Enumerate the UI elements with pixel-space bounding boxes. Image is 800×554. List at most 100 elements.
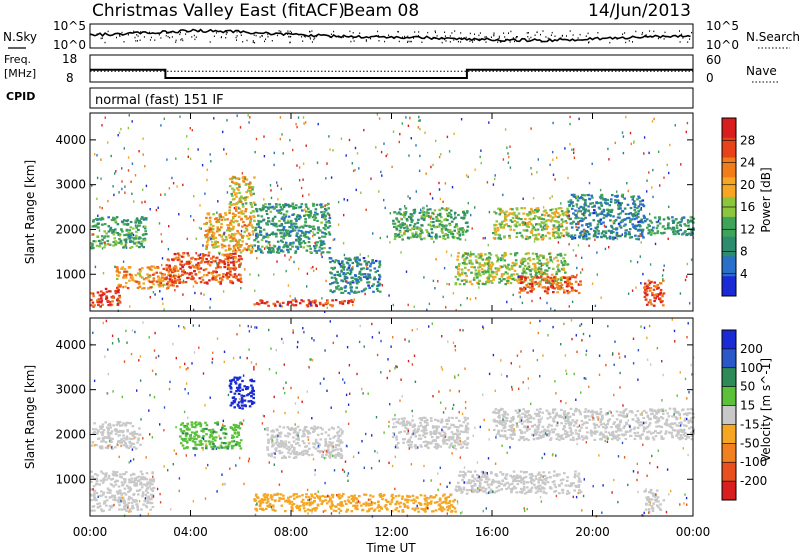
- cbar-swatch-2: [722, 157, 736, 178]
- nsky-strip: N.Sky 10^5 10^0 10^5 10^0 N.Search: [3, 19, 800, 52]
- xtick-label-5: 20:00: [575, 525, 610, 539]
- heat-region-5: [228, 175, 256, 214]
- velocity-y-axis: 1000 2000 3000 4000: [55, 338, 693, 486]
- freq-series: [90, 68, 693, 79]
- cbar-tick-label-1: 8: [740, 245, 748, 259]
- cbar-swatch-1: [722, 137, 736, 159]
- cbar-swatch-0: [722, 118, 736, 139]
- heat-region-5: [266, 425, 344, 460]
- cpid-label: CPID: [6, 90, 35, 103]
- heat-region-6: [391, 416, 470, 450]
- cbar-tick-label-5: 24: [740, 156, 755, 170]
- cbar-swatch-7: [722, 256, 736, 277]
- cbar-tick-label-2: 12: [740, 222, 755, 236]
- cbar-swatch-2: [722, 367, 736, 388]
- heat-region-7: [253, 202, 332, 254]
- freq-tick-bottom: 8: [66, 71, 74, 85]
- power-heatmap: [90, 113, 696, 313]
- cbar-swatch-0: [722, 330, 736, 350]
- cbar-swatch-1: [722, 348, 736, 369]
- heat-region-14: [642, 279, 666, 307]
- cbar-swatch-8: [722, 276, 736, 297]
- cbar-tick-label-0: 4: [740, 267, 748, 281]
- heat-region-1: [90, 216, 148, 250]
- ytick-label-3: 4000: [55, 133, 86, 147]
- cbar-tick-label-7: -200: [740, 474, 767, 488]
- cbar-swatch-7: [722, 462, 736, 482]
- xtick-label-1: 04:00: [173, 525, 208, 539]
- heat-region-1: [91, 421, 142, 450]
- beam-label: Beam 08: [343, 1, 419, 21]
- velocity-colorbar: 200 100 50 15 -15 -50 -100 -200: [721, 329, 767, 501]
- nsky-tick-top: 10^5: [53, 19, 86, 33]
- cbar-swatch-6: [722, 443, 736, 463]
- cbar-tick-label-4: -15: [740, 417, 760, 431]
- date-label: 14/Jun/2013: [588, 1, 691, 21]
- heat-region-0: [90, 470, 156, 513]
- cbar-tick-label-3: 15: [740, 399, 755, 413]
- cbar-tick-label-2: 50: [740, 380, 755, 394]
- cpid-mode: normal (fast) 151 IF: [95, 93, 224, 108]
- freq-strip: Freq. [MHz] 18 8 60 0 Nave: [4, 52, 778, 85]
- power-colorbar: 4 8 12 16 20 24 28: [721, 117, 755, 297]
- xtick-label-4: 16:00: [475, 525, 510, 539]
- velocity-panel: 1000 2000 3000 4000 Slant Range [km] 200 100…: [23, 317, 773, 518]
- ytick-label-0: 1000: [55, 267, 86, 281]
- cbar-tick-label-4: 20: [740, 178, 755, 192]
- power-ylabel: Slant Range [km]: [23, 160, 37, 264]
- nsky-label: N.Sky: [3, 30, 37, 44]
- cbar-swatch-4: [722, 405, 736, 425]
- heat-region-12: [517, 274, 583, 295]
- scatter-noise: [90, 318, 695, 518]
- cbar-tick-label-0: 200: [740, 342, 763, 356]
- nsky-tick-bottom: 10^0: [53, 38, 86, 52]
- heat-region-7: [454, 470, 583, 495]
- cpid-strip: CPID normal (fast) 151 IF: [6, 87, 694, 109]
- ytick-label-2: 3000: [55, 383, 86, 397]
- ytick-label-1: 2000: [55, 222, 86, 236]
- nsearch-tick-bottom: 10^0: [706, 38, 739, 52]
- power-panel: 1000 2000 3000 4000 Slant Range [km] 4 8 12 16…: [23, 112, 773, 313]
- cbar-swatch-3: [722, 177, 736, 198]
- nave-tick-bottom: 0: [706, 71, 714, 85]
- velocity-heatmap: [90, 318, 695, 518]
- scatter-noise: [91, 113, 695, 313]
- xtick-label-6: 00:00: [676, 525, 711, 539]
- power-y-axis: 1000 2000 3000 4000: [55, 133, 693, 281]
- cbar-tick-label-6: -100: [740, 455, 767, 469]
- nsky-series: [89, 28, 691, 43]
- cbar-swatch-6: [722, 236, 736, 257]
- cbar-swatch-5: [722, 216, 736, 238]
- freq-tick-top: 18: [62, 52, 77, 66]
- plot-title: Christmas Valley East (fitACF): [92, 1, 345, 21]
- freq-unit-label: [MHz]: [4, 67, 36, 80]
- velocity-cbar-label: Velocity [m s^-1]: [759, 358, 773, 462]
- heat-region-3: [165, 252, 243, 285]
- heat-region-3: [228, 376, 256, 410]
- time-axis-label: Time UT: [365, 541, 416, 554]
- ytick-label-2: 3000: [55, 178, 86, 192]
- nsearch-label: N.Search: [746, 30, 800, 44]
- heat-region-2: [115, 265, 180, 290]
- heat-region-2: [179, 421, 243, 451]
- cbar-swatch-3: [722, 386, 736, 407]
- heat-region-8: [492, 407, 695, 442]
- xtick-label-2: 08:00: [274, 525, 309, 539]
- heat-region-6: [253, 299, 354, 308]
- cbar-tick-label-3: 16: [740, 200, 755, 214]
- cbar-tick-label-6: 28: [740, 133, 755, 147]
- heat-region-4: [253, 492, 457, 513]
- heat-region-4: [203, 211, 256, 254]
- heat-region-9: [392, 207, 470, 241]
- nsearch-tick-top: 10^5: [706, 19, 739, 33]
- cbar-tick-label-1: 100: [740, 361, 763, 375]
- xtick-label-3: 12:00: [374, 525, 409, 539]
- time-axis: 00:00 04:00 08:00 12:00 16:00 20:00 00:00: [73, 113, 711, 539]
- nave-label: Nave: [746, 64, 777, 78]
- ytick-label-3: 4000: [55, 338, 86, 352]
- cbar-tick-label-5: -50: [740, 436, 760, 450]
- freq-label: Freq.: [4, 53, 31, 66]
- ytick-label-0: 1000: [55, 472, 86, 486]
- power-cbar-label: Power [dB]: [759, 167, 773, 232]
